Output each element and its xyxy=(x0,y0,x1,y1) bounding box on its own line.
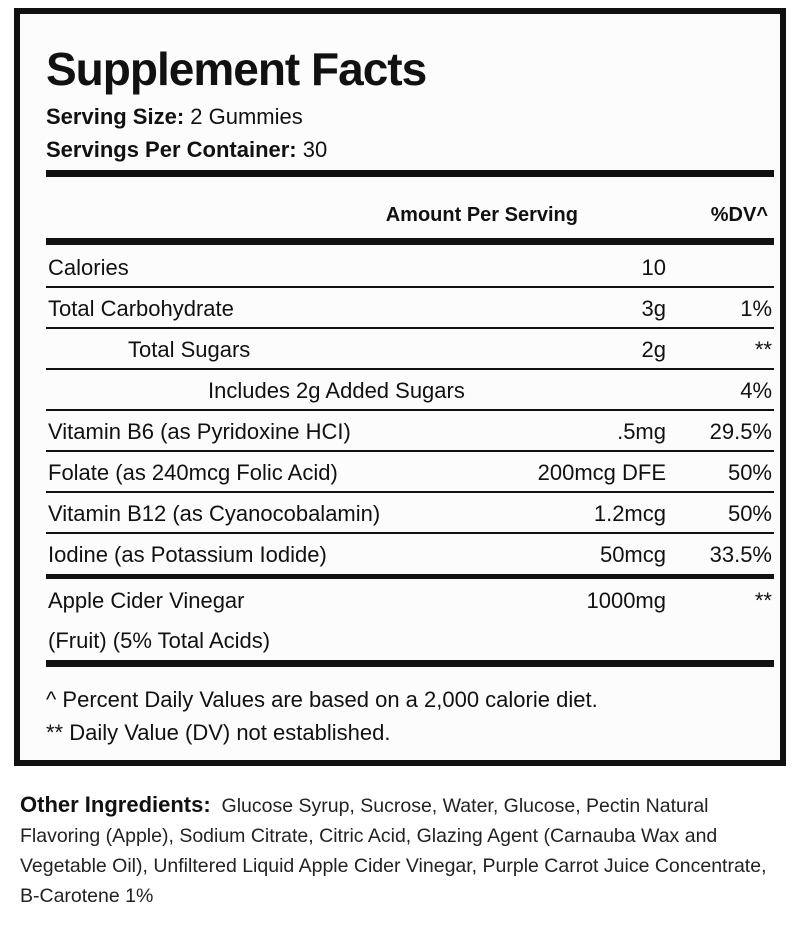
nutrient-dv: 29.5% xyxy=(709,419,772,444)
nutrient-amount: 1.2mcg xyxy=(593,501,666,526)
divider-bar xyxy=(46,170,774,177)
panel-title: Supplement Facts xyxy=(46,43,427,95)
servings-per-container: Servings Per Container: 30 xyxy=(46,137,327,163)
serving-size-label: Serving Size: xyxy=(46,104,185,129)
nutrient-name: Folate (as 240mcg Folic Acid) xyxy=(48,460,338,485)
nutrient-name: Total Carbohydrate xyxy=(48,296,234,321)
table-row: Calories 10 xyxy=(46,247,774,288)
nutrient-name: Vitamin B6 (as Pyridoxine HCI) xyxy=(48,419,351,444)
table-row: Total Carbohydrate 3g 1% xyxy=(46,288,774,329)
footnote-not-established: ** Daily Value (DV) not established. xyxy=(46,720,391,745)
other-ingredients: Other Ingredients: Glucose Syrup, Sucros… xyxy=(20,790,790,911)
nutrient-dv: 4% xyxy=(740,378,772,403)
nutrient-name: Iodine (as Potassium Iodide) xyxy=(48,542,327,567)
nutrient-amount: 1000mg xyxy=(586,588,666,613)
nutrient-dv: 1% xyxy=(740,296,772,321)
nutrient-dv: 50% xyxy=(727,460,772,485)
nutrient-amount: 200mcg DFE xyxy=(537,460,666,485)
nutrient-name: Apple Cider Vinegar xyxy=(48,588,245,613)
footnote-dv: ^ Percent Daily Values are based on a 2,… xyxy=(46,687,598,712)
table-row: Includes 2g Added Sugars 4% xyxy=(46,370,774,411)
dv-header: %DV^ xyxy=(710,204,768,226)
other-ingredients-text: Glucose Syrup, Sucrose, Water, Glucose, … xyxy=(20,795,767,907)
nutrient-dv: 50% xyxy=(727,501,772,526)
divider-bar xyxy=(46,660,774,667)
divider-bar xyxy=(46,574,774,579)
table-row: Folate (as 240mcg Folic Acid) 200mcg DFE 5… xyxy=(46,452,774,493)
serving-size: Serving Size: 2 Gummies xyxy=(46,104,303,130)
divider-bar xyxy=(46,238,774,245)
table-row: Vitamin B12 (as Cyanocobalamin) 1.2mcg 50% xyxy=(46,493,774,534)
serving-size-value: 2 Gummies xyxy=(190,104,303,129)
nutrient-name: Total Sugars xyxy=(128,337,251,362)
servings-value: 30 xyxy=(302,137,328,162)
nutrient-amount: 10 xyxy=(641,255,666,280)
supplement-facts-panel: Supplement Facts Serving Size: 2 Gummies… xyxy=(14,8,786,766)
nutrient-amount: .5mg xyxy=(617,419,666,444)
servings-label: Servings Per Container: xyxy=(46,137,297,162)
nutrient-dv: ** xyxy=(754,588,772,613)
table-row: Iodine (as Potassium Iodide) 50mcg 33.5% xyxy=(46,534,774,573)
nutrient-name: Vitamin B12 (as Cyanocobalamin) xyxy=(48,501,381,526)
nutrient-amount: 2g xyxy=(641,337,666,362)
amount-header: Amount Per Serving xyxy=(385,204,578,226)
nutrient-amount: 3g xyxy=(641,296,666,321)
table-row: Apple Cider Vinegar (Fruit) (5% Total Aci… xyxy=(46,580,774,658)
table-row: Total Sugars 2g ** xyxy=(46,329,774,370)
table-row: Vitamin B6 (as Pyridoxine HCI) .5mg 29.5% xyxy=(46,411,774,452)
nutrient-dv: 33.5% xyxy=(709,542,772,567)
nutrient-name: Calories xyxy=(48,255,129,280)
other-ingredients-label: Other Ingredients: xyxy=(20,792,211,817)
nutrient-dv: ** xyxy=(754,337,772,362)
nutrient-name-detail: (Fruit) (5% Total Acids) xyxy=(48,628,271,653)
nutrient-name: Includes 2g Added Sugars xyxy=(208,378,465,403)
nutrient-amount: 50mcg xyxy=(599,542,666,567)
